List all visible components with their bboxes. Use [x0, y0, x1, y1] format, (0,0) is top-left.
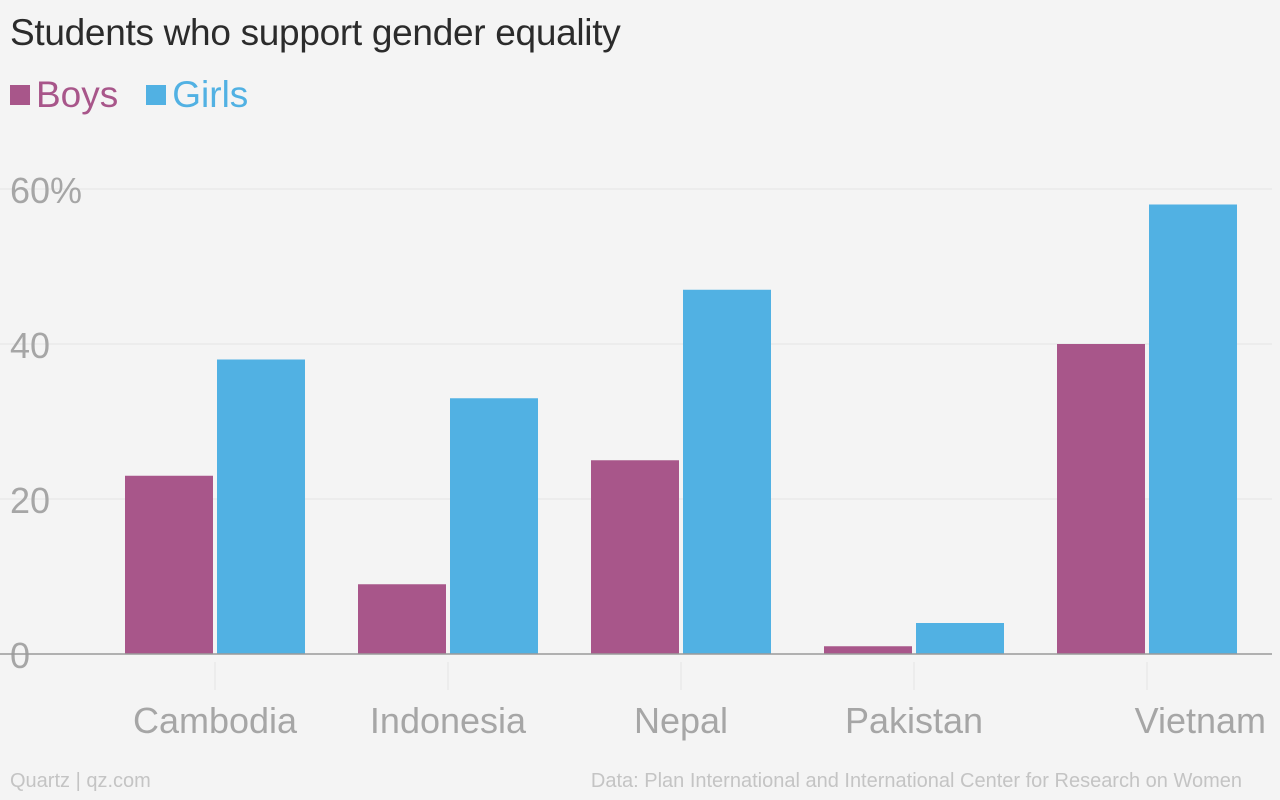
footer-source-left: Quartz | qz.com: [10, 770, 151, 792]
legend-swatch-boys: [10, 85, 30, 105]
bar-boys-nepal: [591, 460, 679, 654]
chart-legend: Boys Girls: [10, 74, 276, 116]
bar-girls-vietnam: [1149, 204, 1237, 654]
legend-label-boys: Boys: [36, 74, 119, 115]
legend-label-girls: Girls: [172, 74, 249, 115]
footer-source-right: Data: Plan International and Internation…: [590, 770, 1242, 792]
bar-boys-indonesia: [358, 584, 446, 654]
bar-boys-vietnam: [1057, 344, 1145, 654]
chart-title: Students who support gender equality: [10, 12, 621, 53]
legend-swatch-girls: [146, 85, 167, 105]
bar-girls-cambodia: [217, 359, 305, 654]
x-category-label: Cambodia: [133, 700, 298, 741]
legend-item-girls: Girls: [146, 74, 248, 116]
y-tick-label: 20: [10, 480, 50, 521]
x-category-label: Indonesia: [370, 700, 527, 741]
y-tick-label: 0: [10, 635, 30, 676]
bar-girls-nepal: [683, 289, 771, 654]
bar-boys-cambodia: [125, 475, 213, 654]
bar-boys-pakistan: [824, 646, 912, 654]
x-category-label: Nepal: [634, 700, 728, 741]
legend-item-boys: Boys: [10, 74, 118, 116]
bar-girls-pakistan: [916, 623, 1004, 654]
y-tick-label: 60%: [10, 170, 82, 211]
y-tick-label: 40: [10, 325, 50, 366]
bar-girls-indonesia: [450, 398, 538, 654]
x-category-label: Pakistan: [845, 700, 983, 741]
x-category-label: Vietnam: [1135, 700, 1266, 741]
